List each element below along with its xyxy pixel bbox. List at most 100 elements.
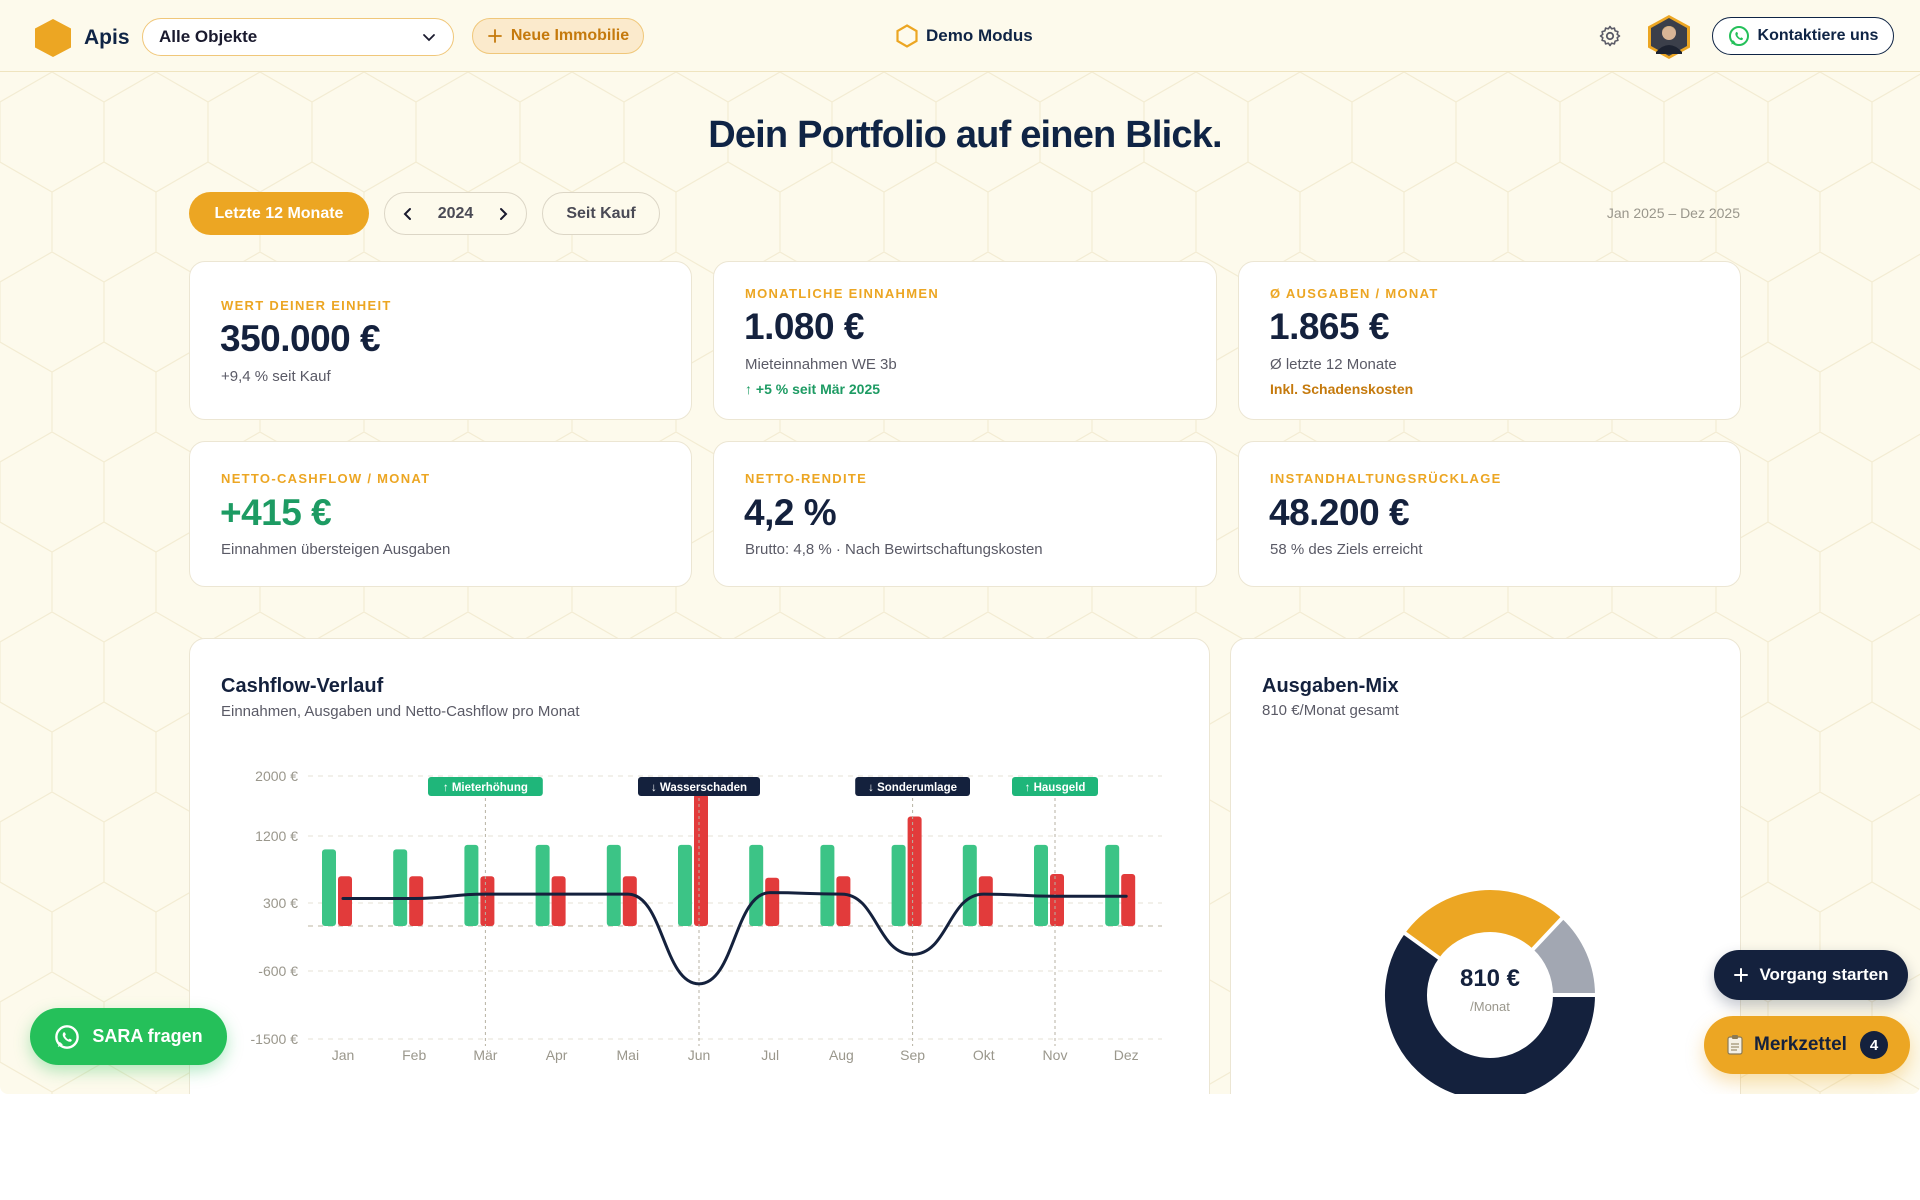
kpi-card-avg-expenses[interactable]: Ø AUSGABEN / MONAT 1.865 € Ø letzte 12 M…	[1238, 261, 1741, 420]
income-bar	[891, 844, 906, 926]
expenses-donut-chart	[1385, 890, 1596, 1094]
object-select[interactable]: Alle Objekte	[142, 18, 454, 56]
expense-bar	[907, 816, 922, 926]
ask-sara-label: SARA fragen	[92, 1026, 203, 1046]
expense-bar	[765, 877, 780, 926]
app-name: Apis	[84, 26, 130, 49]
app-window: Apis Alle Objekte Neue Immobilie Demo Mo…	[0, 0, 1920, 1094]
y-tick-label: -600 €	[258, 963, 298, 979]
expense-bar	[694, 794, 708, 926]
kpi-subtext: 58 % des Ziels erreicht	[1270, 541, 1423, 558]
kpi-card-net-cashflow[interactable]: NETTO-CASHFLOW / MONAT +415 € Einnahmen …	[189, 441, 692, 587]
kpi-label: NETTO-CASHFLOW / MONAT	[221, 471, 431, 486]
new-property-button[interactable]: Neue Immobilie	[472, 18, 644, 54]
kpi-value: 48.200 €	[1269, 492, 1410, 533]
ask-sara-button[interactable]: SARA fragen	[30, 1008, 227, 1065]
x-tick-label: Okt	[973, 1047, 995, 1063]
start-process-label: Vorgang starten	[1759, 965, 1889, 984]
demo-mode-indicator: Demo Modus	[896, 24, 1033, 48]
kpi-label: MONATLICHE EINNAHMEN	[745, 286, 940, 301]
gear-icon[interactable]	[1598, 24, 1622, 48]
start-process-button[interactable]: Vorgang starten	[1714, 950, 1908, 1000]
annotation-label: ↑ Hausgeld	[1025, 782, 1086, 794]
date-range-label: Jan 2025 – Dez 2025	[1606, 205, 1740, 221]
kpi-label: WERT DEINER EINHEIT	[221, 298, 392, 313]
hexagon-logo-icon	[35, 19, 71, 57]
expense-bar	[480, 876, 495, 926]
year-value: 2024	[437, 204, 474, 222]
expense-bar	[1121, 873, 1136, 926]
annotation-label: ↑ Mieterhöhung	[443, 782, 528, 794]
year-selector: 2024	[384, 192, 527, 235]
kpi-value: 1.865 €	[1269, 306, 1389, 347]
expense-bar	[1050, 873, 1064, 926]
contact-button[interactable]: Kontaktiere uns	[1712, 17, 1894, 55]
annotation-label: ↓ Wasserschaden	[651, 782, 747, 794]
y-tick-label: 2000 €	[255, 768, 298, 784]
income-bar	[749, 844, 764, 926]
donut-slice	[1532, 918, 1595, 996]
income-bar	[606, 844, 621, 926]
income-bar	[1034, 844, 1048, 926]
expense-bar	[622, 876, 637, 926]
income-bar	[1105, 844, 1120, 926]
x-tick-label: Mär	[473, 1047, 497, 1063]
chevron-left-icon[interactable]	[399, 205, 417, 223]
x-tick-label: Aug	[829, 1047, 854, 1063]
kpi-card-unit-value[interactable]: WERT DEINER EINHEIT 350.000 € +9,4 % sei…	[189, 261, 692, 420]
kpi-subtext: Mieteinnahmen WE 3b	[745, 356, 897, 373]
whatsapp-icon	[55, 1024, 80, 1049]
x-tick-label: Nov	[1043, 1047, 1068, 1063]
chevron-right-icon[interactable]	[494, 205, 512, 223]
expense-bar	[978, 876, 993, 926]
app-logo[interactable]: Apis	[34, 18, 130, 58]
period-last-12-months-button[interactable]: Letzte 12 Monate	[189, 192, 369, 235]
donut-center-unit: /Monat	[1470, 999, 1510, 1014]
y-tick-label: 1200 €	[255, 828, 298, 844]
expenses-mix-card: Ausgaben-Mix 810 €/Monat gesamt	[1230, 638, 1741, 1094]
hexagon-outline-icon	[896, 24, 918, 48]
kpi-subtext: Einnahmen übersteigen Ausgaben	[221, 541, 451, 558]
x-tick-label: Mai	[617, 1047, 640, 1063]
net-cashflow-line	[341, 891, 1128, 986]
x-tick-label: Dez	[1114, 1047, 1139, 1063]
clipboard-icon	[1727, 1035, 1743, 1055]
user-avatar[interactable]	[1646, 14, 1692, 60]
kpi-label: Ø AUSGABEN / MONAT	[1270, 286, 1439, 301]
kpi-value: +415 €	[220, 492, 332, 533]
kpi-card-net-yield[interactable]: NETTO-RENDITE 4,2 % Brutto: 4,8 % · Nach…	[713, 441, 1217, 587]
income-bar	[393, 849, 408, 926]
y-tick-label: -1500 €	[251, 1031, 299, 1047]
kpi-trend: ↑ +5 % seit Mär 2025	[745, 381, 881, 397]
annotation-tag	[1012, 777, 1098, 796]
period-since-purchase-button[interactable]: Seit Kauf	[542, 192, 660, 235]
y-tick-label: 300 €	[263, 895, 298, 911]
income-bar	[322, 849, 336, 926]
expense-bar	[338, 876, 352, 926]
kpi-subtext: Brutto: 4,8 % · Nach Bewirtschaftungskos…	[745, 541, 1043, 558]
kpi-value: 1.080 €	[744, 306, 864, 347]
cashflow-chart: 2000 € 1200 € 300 € -600 € -1500 € Jan Feb Mär A…	[251, 768, 1162, 1063]
kpi-card-monthly-income[interactable]: MONATLICHE EINNAHMEN 1.080 € Mieteinnahm…	[713, 261, 1217, 420]
x-tick-label: Jan	[332, 1047, 355, 1063]
donut-separator	[1530, 916, 1565, 952]
income-bar	[962, 844, 977, 926]
chevron-down-icon	[423, 34, 435, 42]
x-tick-label: Jul	[761, 1047, 779, 1063]
donut-center-value: 810 €	[1459, 965, 1521, 992]
x-tick-label: Apr	[546, 1047, 568, 1063]
income-bar	[535, 844, 550, 926]
object-select-value: Alle Objekte	[159, 27, 258, 46]
plus-icon	[1734, 968, 1749, 982]
top-bar: Apis Alle Objekte Neue Immobilie Demo Mo…	[0, 0, 1920, 72]
expenses-mix-title: Ausgaben-Mix	[1262, 675, 1399, 697]
income-bar	[464, 844, 479, 926]
x-tick-label: Jun	[688, 1047, 711, 1063]
kpi-value: 4,2 %	[744, 492, 837, 533]
annotation-label: ↓ Sonderumlage	[868, 782, 957, 794]
income-bar	[820, 844, 835, 926]
whatsapp-icon	[1728, 26, 1749, 46]
plus-icon	[487, 29, 502, 43]
notes-button[interactable]: Merkzettel 4	[1704, 1016, 1910, 1074]
kpi-card-maintenance-reserve[interactable]: INSTANDHALTUNGSRÜCKLAGE 48.200 € 58 % de…	[1238, 441, 1741, 587]
